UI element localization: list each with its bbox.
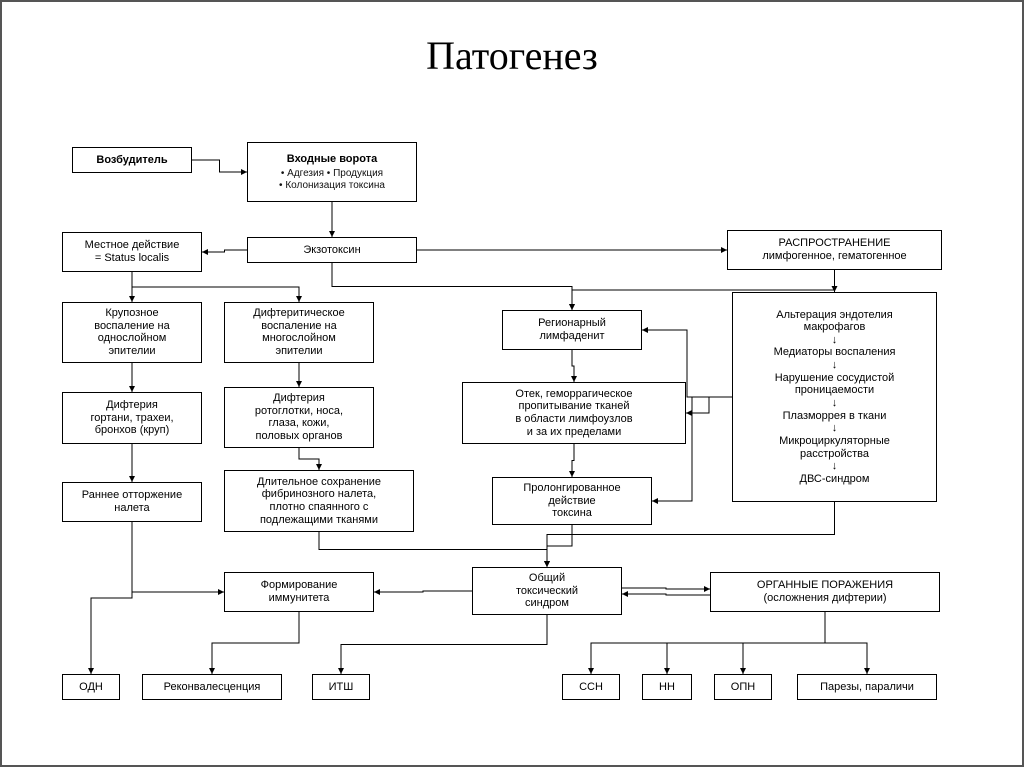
node-label: ОДН	[79, 681, 103, 694]
node-label: Входные ворота	[287, 153, 377, 166]
flow-edge	[622, 594, 710, 595]
node-label: Общий токсический синдром	[516, 572, 578, 610]
flow-node: Дифтерия гортани, трахеи, бронхов (круп)	[62, 392, 202, 444]
node-label: Крупозное воспаление на однослойном эпит…	[94, 307, 170, 358]
node-label: Дифтерия гортани, трахеи, бронхов (круп)	[90, 399, 173, 437]
flow-edge	[319, 532, 547, 567]
flow-node: Регионарный лимфаденит	[502, 310, 642, 350]
flow-edge	[547, 525, 572, 567]
flow-node: Местное действие = Status localis	[62, 232, 202, 272]
node-label: Длительное сохранение фибринозного налет…	[257, 476, 381, 527]
flow-node: Дифтеритическое воспаление на многослойн…	[224, 302, 374, 363]
flow-edge	[212, 612, 299, 674]
flow-edge	[667, 612, 825, 674]
flow-edge	[132, 272, 299, 302]
flow-edge	[591, 612, 825, 674]
flow-edge	[572, 444, 574, 477]
flow-node: НН	[642, 674, 692, 700]
flow-node: Экзотоксин	[247, 237, 417, 263]
flow-node: Альтерация эндотелия макрофагов ↓ Медиат…	[732, 292, 937, 502]
flow-node: ОДН	[62, 674, 120, 700]
flow-edge	[91, 522, 132, 674]
node-label: Возбудитель	[96, 154, 167, 167]
flow-node: Возбудитель	[72, 147, 192, 173]
node-label: Альтерация эндотелия макрофагов ↓ Медиат…	[774, 309, 896, 486]
flow-edge	[825, 612, 867, 674]
flow-node: ОРГАННЫЕ ПОРАЖЕНИЯ (осложнения дифтерии)	[710, 572, 940, 612]
node-label: ОРГАННЫЕ ПОРАЖЕНИЯ (осложнения дифтерии)	[757, 579, 893, 604]
flow-node: Формирование иммунитета	[224, 572, 374, 612]
flow-edge	[192, 160, 247, 172]
node-label: ССН	[579, 681, 603, 694]
flow-node: Длительное сохранение фибринозного налет…	[224, 470, 414, 532]
node-label: Дифтеритическое воспаление на многослойн…	[253, 307, 344, 358]
flow-edge	[572, 350, 574, 382]
node-label: Раннее отторжение налета	[82, 489, 182, 514]
flow-node: Крупозное воспаление на однослойном эпит…	[62, 302, 202, 363]
node-label: НН	[659, 681, 675, 694]
node-label: Парезы, параличи	[820, 681, 914, 694]
flow-edge	[622, 588, 710, 589]
node-label: Экзотоксин	[303, 244, 360, 257]
node-sublabel: • Адгезия • Продукция • Колонизация токс…	[279, 168, 385, 191]
flow-node: ИТШ	[312, 674, 370, 700]
flow-edge	[743, 612, 825, 674]
flow-node: Дифтерия ротоглотки, носа, глаза, кожи, …	[224, 387, 374, 448]
flow-node: РАСПРОСТРАНЕНИЕ лимфогенное, гематогенно…	[727, 230, 942, 270]
flow-node: Общий токсический синдром	[472, 567, 622, 615]
node-label: Реконвалесценция	[164, 681, 261, 694]
node-label: Местное действие = Status localis	[85, 239, 180, 264]
flow-node: Парезы, параличи	[797, 674, 937, 700]
flow-node: Входные ворота • Адгезия • Продукция • Ко…	[247, 142, 417, 202]
flow-edge	[299, 448, 319, 470]
flow-node: ССН	[562, 674, 620, 700]
node-label: Регионарный лимфаденит	[538, 317, 606, 342]
flow-node: Пролонгированное действие токсина	[492, 477, 652, 525]
node-label: Отек, геморрагическое пропитывание ткане…	[515, 388, 632, 439]
node-label: ОПН	[731, 681, 755, 694]
diagram-canvas: Патогенез Возбудитель Входные ворота • Адг…	[0, 0, 1024, 767]
flow-edge	[686, 397, 732, 413]
node-label: ИТШ	[329, 681, 354, 694]
page-title: Патогенез	[2, 32, 1022, 79]
flow-edge	[341, 615, 547, 674]
flow-node: Раннее отторжение налета	[62, 482, 202, 522]
flow-node: ОПН	[714, 674, 772, 700]
node-label: Формирование иммунитета	[261, 579, 338, 604]
flow-edge	[132, 522, 224, 592]
flow-node: Реконвалесценция	[142, 674, 282, 700]
node-label: РАСПРОСТРАНЕНИЕ лимфогенное, гематогенно…	[762, 237, 906, 262]
flow-edge	[374, 591, 472, 592]
flow-edge	[202, 250, 247, 252]
node-label: Дифтерия ротоглотки, носа, глаза, кожи, …	[255, 392, 343, 443]
flow-node: Отек, геморрагическое пропитывание ткане…	[462, 382, 686, 444]
node-label: Пролонгированное действие токсина	[523, 482, 620, 520]
